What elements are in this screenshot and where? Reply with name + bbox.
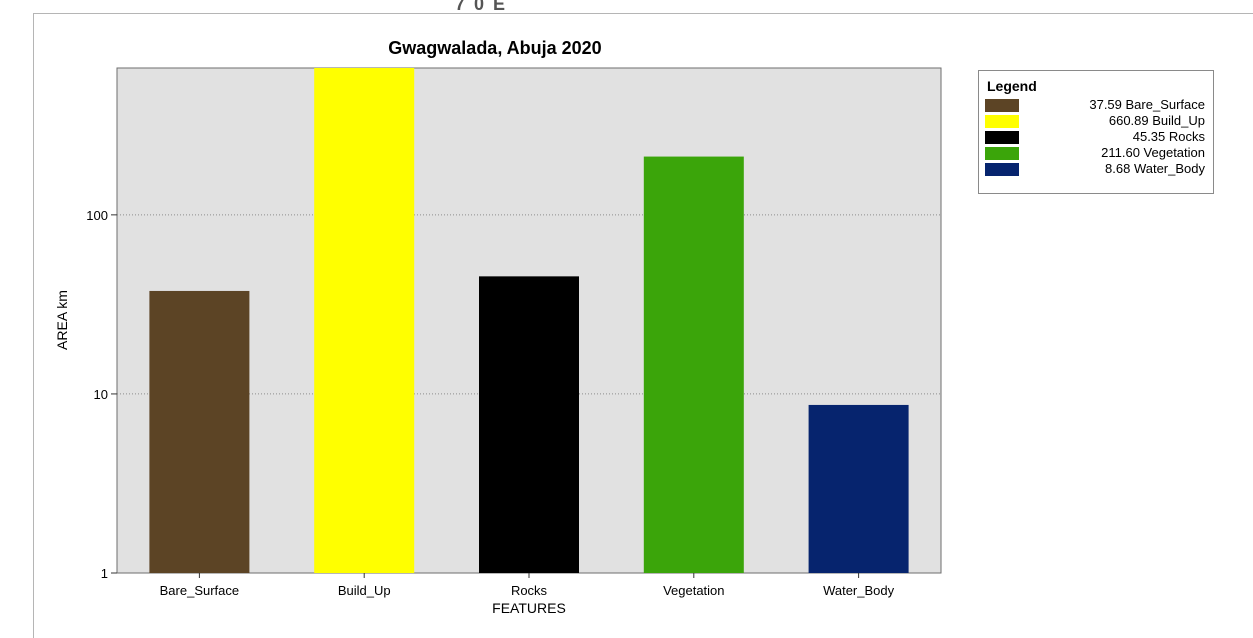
bars: [149, 68, 909, 573]
legend-swatch: [985, 163, 1019, 176]
x-tick-label: Rocks: [511, 583, 548, 598]
y-tick-label: 10: [94, 387, 108, 402]
bar-build-up: [314, 68, 415, 573]
legend-swatch: [985, 147, 1019, 160]
x-tick-label: Water_Body: [823, 583, 895, 598]
legend-label: 45.35 Rocks: [1132, 129, 1205, 144]
y-ticks: 1 10 100: [86, 208, 117, 581]
legend-item: 8.68 Water_Body: [985, 161, 1209, 176]
y-axis-label: AREA km: [54, 290, 70, 350]
legend-item: 660.89 Build_Up: [985, 113, 1209, 128]
legend-swatch: [985, 115, 1019, 128]
legend-title: Legend: [987, 78, 1037, 94]
legend-label: 211.60 Vegetation: [1101, 145, 1205, 160]
y-tick-label: 1: [101, 566, 108, 581]
bar-bare-surface: [149, 290, 250, 573]
legend-label: 37.59 Bare_Surface: [1089, 97, 1205, 112]
bar-water-body: [808, 404, 909, 573]
x-ticks: Bare_Surface Build_Up Rocks Vegetation Water…: [160, 573, 895, 598]
top-cropped-text: 7 0 E: [455, 0, 508, 14]
x-axis-label: FEATURES: [492, 600, 566, 616]
legend-item: 37.59 Bare_Surface: [985, 97, 1209, 112]
x-tick-label: Build_Up: [338, 583, 391, 598]
legend-label: 660.89 Build_Up: [1108, 113, 1205, 128]
legend-label: 8.68 Water_Body: [1105, 161, 1205, 176]
legend-swatch: [985, 99, 1019, 112]
legend-item: 211.60 Vegetation: [985, 145, 1209, 160]
x-tick-label: Vegetation: [663, 583, 724, 598]
legend-swatch: [985, 131, 1019, 144]
bar-vegetation: [643, 156, 744, 573]
bar-rocks: [479, 276, 579, 573]
y-tick-label: 100: [86, 208, 108, 223]
legend-item: 45.35 Rocks: [985, 129, 1209, 144]
chart-title: Gwagwalada, Abuja 2020: [388, 38, 601, 58]
layout-frame: [33, 13, 1253, 638]
x-tick-label: Bare_Surface: [160, 583, 240, 598]
legend: Legend 37.59 Bare_Surface 660.89 Build_Up…: [978, 70, 1214, 194]
